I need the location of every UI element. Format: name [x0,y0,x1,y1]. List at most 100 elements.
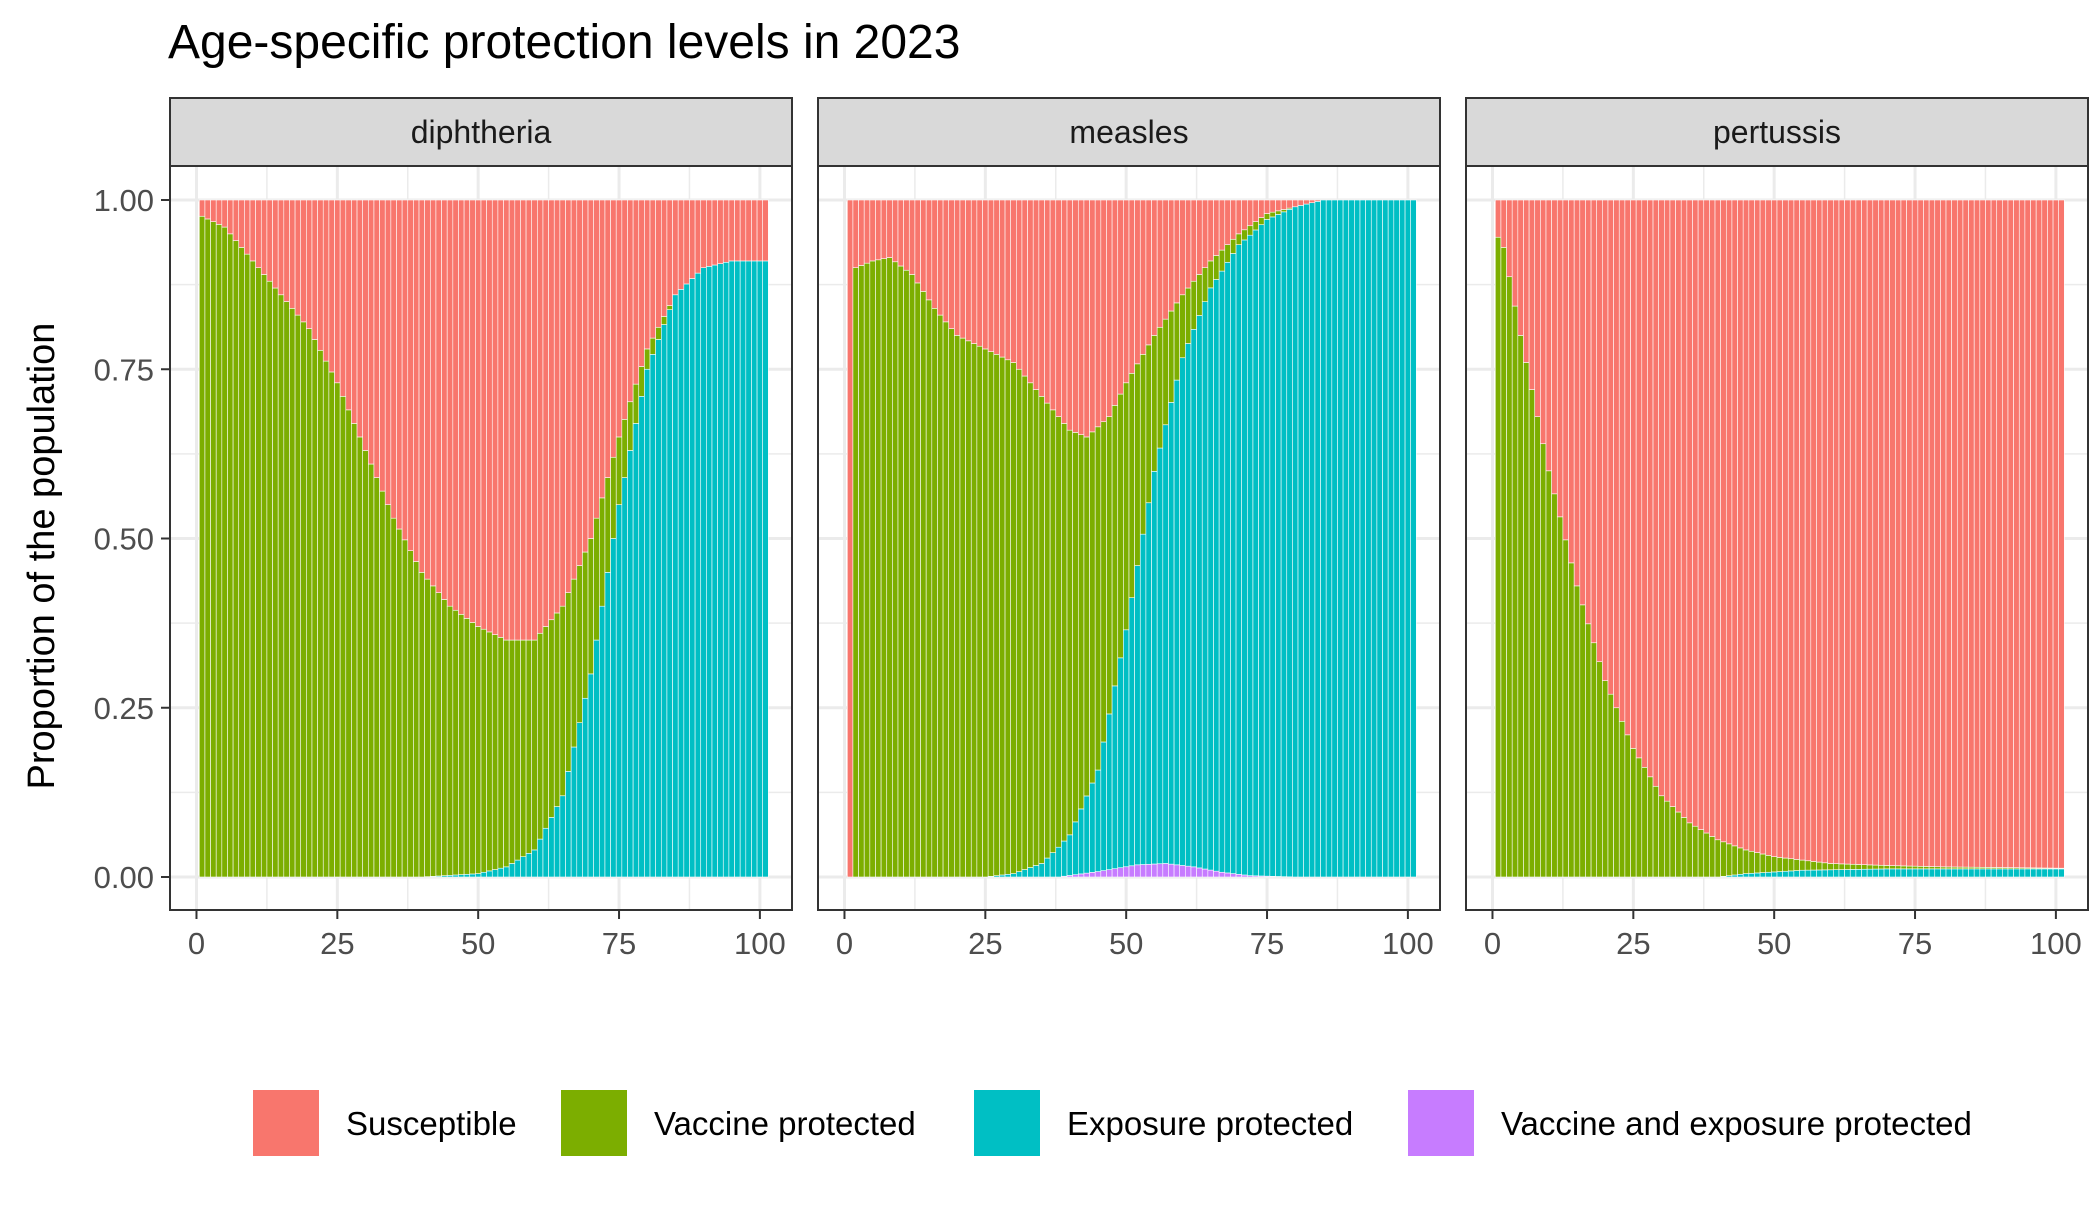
bar-segment [571,747,577,877]
bar-segment [1800,200,1806,860]
bar-segment [1106,870,1112,877]
bar-segment [1698,200,1704,830]
bar-segment [847,200,853,877]
bar-segment [1197,274,1203,315]
bar-segment [1535,200,1541,417]
bar-segment [1033,390,1039,866]
bar-segment [864,263,870,877]
bar-segment [1185,288,1191,344]
bar-segment [1608,200,1614,694]
x-tick-label: 50 [1109,926,1143,961]
bar-segment [661,200,667,316]
bar-segment [892,262,898,877]
bar-segment [1140,354,1146,534]
bar-segment [1783,858,1789,871]
bar-segment [1315,200,1321,201]
bar-segment [1698,830,1704,877]
bar-segment [1597,200,1603,662]
bar-segment [560,796,566,877]
bar-segment [1056,417,1062,848]
bar-segment [1969,200,1975,867]
bar-segment [1726,200,1732,844]
bar-segment [1873,865,1879,869]
bar-segment [273,200,279,288]
bar-segment [549,817,555,877]
bar-segment [1214,871,1220,877]
bar-segment [1197,200,1203,274]
bar-segment [498,868,504,877]
bar-segment [1084,437,1090,796]
bar-segment [1242,875,1248,877]
bar-segment [1270,217,1276,876]
bar-segment [233,241,239,877]
bar-segment [1078,200,1084,435]
bar-segment [481,872,487,877]
bar-segment [244,254,250,877]
bar-segment [1901,869,1907,877]
x-tick-label: 50 [1757,926,1791,961]
bar-segment [408,551,414,877]
bar-segment [1901,866,1907,869]
bar-segment [999,200,1005,357]
bar-segment [1631,200,1637,748]
bar-segment [396,200,402,529]
bar-segment [1236,874,1242,877]
bar-segment [295,315,301,877]
bar-segment [560,200,566,606]
bar-segment [1242,200,1248,230]
bar-segment [763,200,769,261]
bar-segment [1771,872,1777,877]
bar-segment [526,640,532,853]
bar-segment [1112,686,1118,869]
bar-segment [1540,444,1546,877]
bar-segment [335,200,341,383]
bar-segment [250,261,256,877]
bar-segment [549,620,555,818]
bar-segment [1895,869,1901,877]
bar-segment [385,200,391,505]
bar-segment [853,268,859,877]
bar-segment [1822,863,1828,870]
bar-segment [335,383,341,877]
bar-segment [1912,200,1918,866]
bar-segment [1129,373,1135,597]
bar-segment [1168,864,1174,877]
bar-segment [2014,869,2020,877]
bar-segment [1563,200,1569,540]
bar-segment [932,308,938,877]
bars [1495,200,2064,877]
bar-segment [1619,721,1625,877]
bar-segment [1760,854,1766,873]
bar-segment [1219,200,1225,250]
bar-segment [543,828,549,877]
bar-segment [723,200,729,262]
bar-segment [1766,855,1772,872]
bar-segment [515,860,521,877]
bar-segment [1540,200,1546,444]
bar-segment [1016,369,1022,871]
bar-segment [689,279,695,877]
bar-segment [1168,200,1174,311]
bar-segment [1743,874,1749,877]
bar-segment [2002,869,2008,877]
bar-segment [1822,200,1828,863]
bar-segment [532,200,538,640]
bar-segment [1850,200,1856,864]
bar-segment [363,200,369,450]
bar-segment [380,491,386,877]
bar-segment [594,518,600,640]
x-tick-label: 25 [1616,926,1650,961]
x-tick-label: 0 [188,926,205,961]
bar-segment [1180,358,1186,866]
bar-segment [1591,643,1597,877]
bar-segment [599,200,605,498]
bar-segment [644,200,650,349]
bar-segment [1095,200,1101,427]
bar-segment [751,261,757,877]
bar-segment [1794,200,1800,859]
bar-segment [284,302,290,877]
bar-segment [1833,200,1839,864]
bar-segment [481,629,487,872]
bar-segment [1095,427,1101,770]
